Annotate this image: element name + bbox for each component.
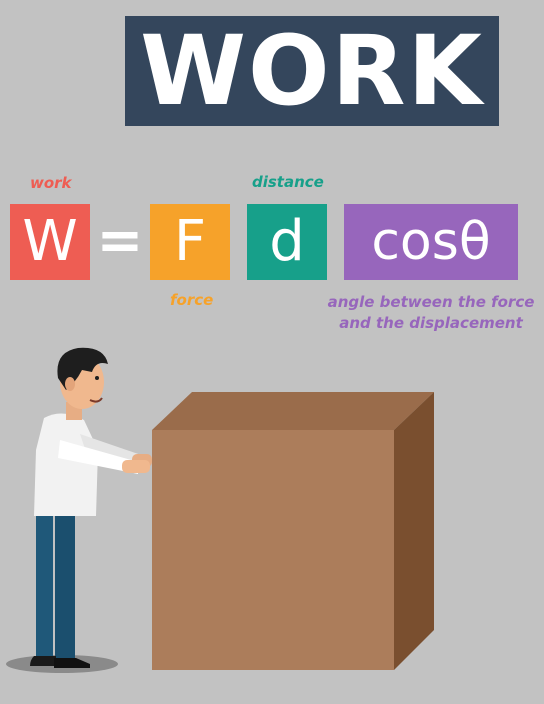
symbol-force: F <box>173 209 207 274</box>
box-side-face <box>394 392 434 670</box>
symbol-cosine: cosθ <box>371 212 491 272</box>
symbol-distance: d <box>269 209 305 274</box>
man-shirt <box>34 413 98 516</box>
man-mouth <box>89 397 103 403</box>
man-leg-back <box>36 510 53 658</box>
box-illustration <box>152 392 434 670</box>
label-force: force <box>170 291 214 309</box>
man-ear <box>65 377 75 391</box>
man-leg-front <box>55 510 75 660</box>
tile-distance: d <box>247 204 327 280</box>
man-shoe-front <box>54 658 90 668</box>
box-top-face <box>152 392 434 430</box>
symbol-work: W <box>22 209 78 274</box>
tile-cosine: cosθ <box>344 204 518 280</box>
man-pushing-figure <box>30 347 152 668</box>
man-shoe-back <box>30 656 56 666</box>
tile-work: W <box>10 204 90 280</box>
man-arm-front <box>58 440 138 474</box>
label-angle: angle between the force and the displace… <box>327 293 535 332</box>
man-hand-front <box>122 460 150 473</box>
title-text: WORK <box>140 15 484 127</box>
label-distance: distance <box>252 173 324 191</box>
box-front-face <box>152 430 394 670</box>
title-banner: WORK <box>125 16 499 126</box>
label-work: work <box>30 174 72 192</box>
tile-force: F <box>150 204 230 280</box>
illustration-man-pushing-box <box>6 347 434 673</box>
equals-sign: = <box>96 207 144 273</box>
man-eye <box>95 376 99 380</box>
